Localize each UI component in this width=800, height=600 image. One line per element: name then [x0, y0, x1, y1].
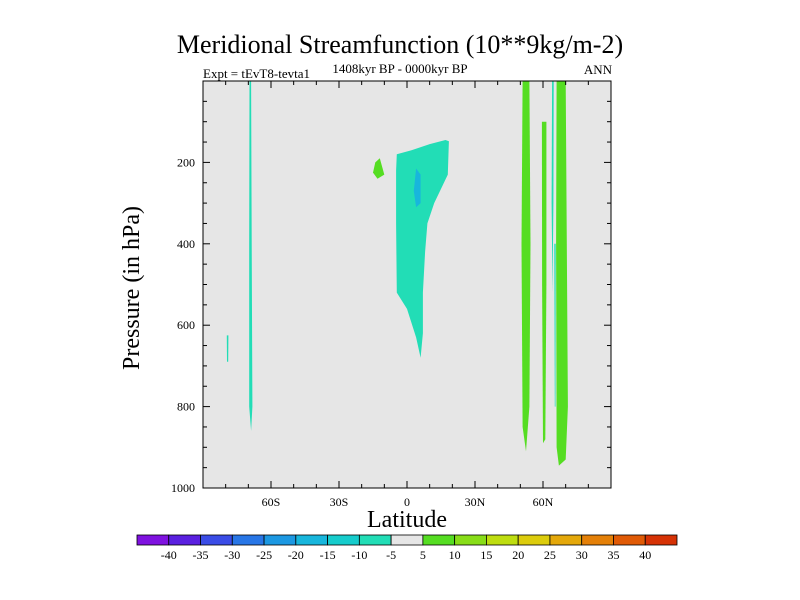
colorbar-swatch [517, 534, 551, 546]
y-tick-label: 400 [177, 237, 195, 251]
contour-sh-high-lat-thin-band [249, 81, 253, 431]
colorbar-swatch [136, 534, 170, 546]
colorbar-label: -40 [161, 548, 177, 562]
colorbar-label: -5 [386, 548, 396, 562]
y-tick-label: 800 [177, 400, 195, 414]
contour-sh-small-line [226, 335, 229, 362]
colorbar-swatch [358, 534, 392, 546]
colorbar-label: 10 [449, 548, 461, 562]
x-axis-title: Latitude [367, 507, 447, 533]
colorbar-swatch [581, 534, 614, 546]
colorbar-label: 35 [608, 548, 620, 562]
contour-nh-positive-band-3 [556, 81, 568, 466]
colorbar-swatch [644, 534, 678, 546]
colorbar-swatch [390, 534, 424, 546]
contour-sh-positive-patch [373, 158, 385, 179]
x-axis: 60S 30S 0 30N 60N [202, 81, 612, 509]
colorbar-label: 20 [512, 548, 524, 562]
chart-title: Meridional Streamfunction (10**9kg/m-2) [176, 30, 624, 59]
contour-nh-positive-band-2 [541, 121, 547, 444]
experiment-label: Expt = tEvT8-tevta1 [203, 66, 310, 81]
colorbar-label: -15 [320, 548, 336, 562]
x-tick-label: 30N [465, 495, 486, 509]
colorbar-swatch [263, 534, 297, 546]
colorbar-swatch [200, 534, 233, 546]
colorbar-label: 15 [480, 548, 492, 562]
colorbar-label: 40 [639, 548, 651, 562]
colorbar-swatch [613, 534, 646, 546]
colorbar-label: -35 [193, 548, 209, 562]
x-tick-label: 60S [262, 495, 281, 509]
chart-subtitle: 1408kyr BP - 0000kyr BP [332, 61, 468, 76]
x-tick-label: 0 [404, 495, 410, 509]
colorbar: -40 -35 -30 -25 -20 -15 -10 -5 5 10 15 20 25 30 35 40 [136, 534, 678, 562]
y-tick-label: 1000 [171, 481, 195, 495]
y-axis-title: Pressure (in hPa) [119, 206, 145, 370]
colorbar-swatch [422, 534, 456, 546]
contour-regions [226, 81, 568, 466]
x-tick-label: 30S [330, 495, 349, 509]
y-tick-label: 200 [177, 155, 195, 169]
contour-nh-negative-line-1 [551, 81, 554, 293]
colorbar-label: 25 [544, 548, 556, 562]
contour-tropical-negative-cell [396, 140, 449, 358]
colorbar-swatch [231, 534, 265, 546]
colorbar-swatch [486, 534, 519, 546]
contour-tropical-core [413, 168, 421, 208]
colorbar-label: -20 [288, 548, 304, 562]
colorbar-swatch [454, 534, 487, 546]
colorbar-label: 5 [420, 548, 426, 562]
y-tick-label: 600 [177, 318, 195, 332]
colorbar-label: -30 [224, 548, 240, 562]
colorbar-swatch [295, 534, 328, 546]
colorbar-swatch [549, 534, 583, 546]
season-label: ANN [583, 62, 612, 77]
colorbar-swatch [327, 534, 360, 546]
colorbar-label: -25 [256, 548, 272, 562]
colorbar-label: -10 [351, 548, 367, 562]
colorbar-swatch [168, 534, 201, 546]
x-tick-label: 60N [533, 495, 554, 509]
y-axis: 200 400 600 800 1000 [171, 80, 611, 495]
colorbar-label: 30 [576, 548, 588, 562]
contour-nh-positive-band-1 [521, 81, 531, 452]
contour-nh-negative-line-2 [554, 243, 556, 407]
